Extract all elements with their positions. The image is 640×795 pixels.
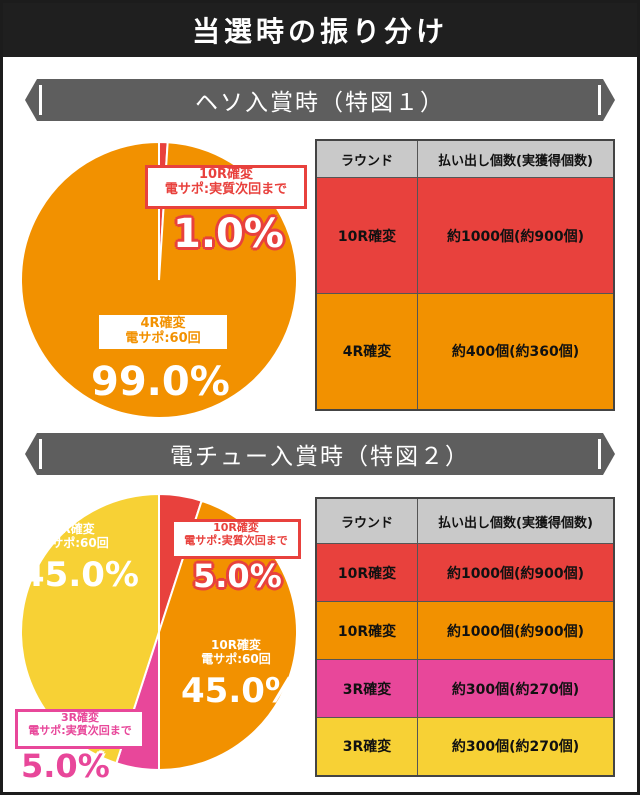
pie1-percent-4r: 99.0% [91, 359, 230, 405]
section2-banner: 電チュー入賞時（特図２） [25, 433, 615, 475]
table2-row1-payout: 約1000個(約900個) [417, 543, 615, 602]
table-row: 3R確変 約300個(約270個) [315, 659, 615, 718]
table2-row2-round: 10R確変 [315, 601, 418, 660]
table1-header-round: ラウンド [315, 139, 418, 178]
pie2-percent-10r-b: 45.0% [181, 671, 299, 711]
table1-row2-payout: 約400個(約360個) [417, 293, 615, 410]
pie2-callout-10r-a: 10R確変 電サポ:実質次回まで [171, 519, 301, 559]
table1-header-row: ラウンド 払い出し個数(実獲得個数) [315, 139, 615, 178]
table2-row3-payout: 約300個(約270個) [417, 659, 615, 718]
pie1-label-4r-line1: 4R確変 [140, 316, 186, 331]
pie1-percent-10r: 1.0% [173, 211, 284, 257]
pie2-label-10r-b: 10R確変 電サポ:60回 [191, 637, 281, 669]
table2-row4-round: 3R確変 [315, 717, 418, 776]
table2-header-round: ラウンド [315, 497, 418, 544]
table-row: 10R確変 約1000個(約900個) [315, 601, 615, 660]
pie1-callout-10r-line1: 10R確変 [198, 167, 254, 182]
section1-banner: ヘソ入賞時（特図１） [25, 79, 615, 121]
table1-row1-payout: 約1000個(約900個) [417, 177, 615, 294]
table1-row1-round: 10R確変 [315, 177, 418, 294]
pie2-percent-3r-a: 5.0% [21, 747, 110, 785]
pie2-label-3r-b-line2: 電サポ:60回 [39, 535, 109, 550]
table2-row3-round: 3R確変 [315, 659, 418, 718]
pie1-callout-10r-line2: 電サポ:実質次回まで [164, 181, 288, 197]
table-row: 10R確変 約1000個(約900個) [315, 543, 615, 602]
table1-header-payout: 払い出し個数(実獲得個数) [417, 139, 615, 178]
table2-row4-payout: 約300個(約270個) [417, 717, 615, 776]
table-row: 3R確変 約300個(約270個) [315, 717, 615, 776]
pie2-callout-3r-a: 3R確変 電サポ:実質次回まで [15, 709, 145, 749]
pie2-callout-10r-a-line2: 電サポ:実質次回まで [184, 533, 288, 547]
pie2-percent-10r-a: 5.0% [193, 557, 282, 595]
pie2-label-3r-b-line1: 3R確変 [53, 522, 95, 536]
pie2-callout-10r-a-line1: 10R確変 [213, 521, 259, 534]
pie2-percent-3r-b: 45.0% [21, 555, 139, 595]
pie2-label-3r-b: 3R確変 電サポ:60回 [31, 521, 117, 553]
pie1-label-4r: 4R確変 電サポ:60回 [99, 315, 227, 349]
table2-row1-round: 10R確変 [315, 543, 418, 602]
pie-chart-2 [20, 492, 298, 772]
pie2-label-10r-b-line2: 電サポ:60回 [201, 651, 271, 666]
pie2-callout-3r-a-line2: 電サポ:実質次回まで [28, 723, 132, 737]
pie2-label-10r-b-line1: 10R確変 [211, 638, 261, 652]
table1-row2-round: 4R確変 [315, 293, 418, 410]
page-title: 当選時の振り分け [3, 3, 637, 57]
table-row: 10R確変 約1000個(約900個) [315, 177, 615, 294]
table2-header-payout: 払い出し個数(実獲得個数) [417, 497, 615, 544]
table2-header-row: ラウンド 払い出し個数(実獲得個数) [315, 497, 615, 544]
payout-table-2: ラウンド 払い出し個数(実獲得個数) 10R確変 約1000個(約900個) 1… [315, 497, 615, 777]
pie1-callout-10r: 10R確変 電サポ:実質次回まで [145, 165, 307, 209]
table-row: 4R確変 約400個(約360個) [315, 293, 615, 410]
pie1-label-4r-line2: 電サポ:60回 [125, 330, 201, 346]
payout-table-1: ラウンド 払い出し個数(実獲得個数) 10R確変 約1000個(約900個) 4… [315, 139, 615, 411]
table2-row2-payout: 約1000個(約900個) [417, 601, 615, 660]
pie2-callout-3r-a-line1: 3R確変 [60, 711, 100, 724]
